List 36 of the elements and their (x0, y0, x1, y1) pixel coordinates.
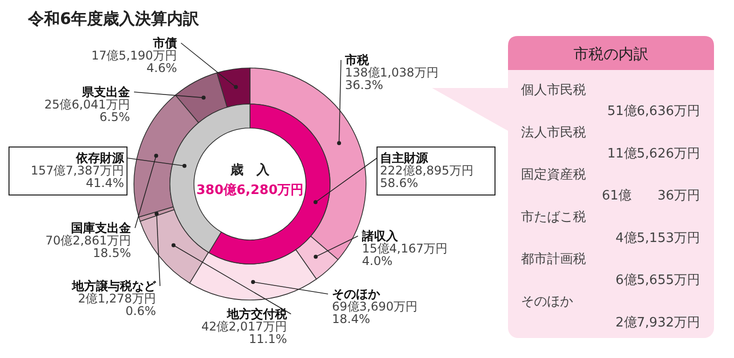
slice-label: 市税 (344, 53, 370, 67)
data-label: 17億5,190万円 4.6% (91, 48, 177, 75)
text: 個人市民税 (521, 83, 586, 98)
slice-label: 諸収入 (361, 229, 399, 243)
slice-label: 依存財源 (75, 151, 125, 165)
data-label: 2億1,278万円 0.6% (78, 292, 156, 318)
text: 法人市民税 (521, 125, 586, 140)
slice-label: そのほか (332, 287, 381, 301)
text: 2億7,932万円 (616, 316, 700, 330)
text: 380億6,280万円 (196, 182, 304, 198)
slice-label: 市債 (152, 36, 177, 50)
text: 固定資産税 (521, 166, 586, 183)
data-label: 222億8,895万円 58.6% (380, 164, 474, 190)
data-label: 69億3,690万円 18.4% (332, 300, 418, 326)
data-label: 25億6,041万円 6.5% (44, 98, 130, 124)
text: 市たばこ税 (521, 210, 586, 225)
chart-title: 令和6年度歳入決算内訳 (27, 9, 200, 28)
slice-label: 県支出金 (81, 85, 131, 99)
data-label: 138億1,038万円 36.3% (345, 66, 438, 92)
slice-label: 国庫支出金 (71, 221, 132, 235)
text: 4億5,153万円 (616, 230, 700, 246)
text: 51億6,636万円 (607, 104, 700, 119)
data-label: 15億4,167万円 4.0% (362, 242, 448, 268)
text: 61億 36万円 (602, 188, 700, 204)
text: そのほか (521, 294, 573, 310)
text: 都市計画税 (521, 252, 586, 268)
data-label: 42億2,017万円 11.1% (201, 320, 287, 346)
data-label: 70億2,861万円 18.5% (45, 234, 131, 260)
text: 市税の内訳 (574, 45, 648, 63)
text: 6億5,655万円 (616, 273, 700, 288)
slice-label: 地方譲与税など (71, 279, 157, 293)
slice-label: 地方交付税 (226, 307, 288, 321)
text: 歳 入 (230, 162, 270, 178)
text: 11億5,626万円 (607, 146, 700, 162)
data-label: 157億7,387万円 41.4% (30, 164, 124, 190)
slice-label: 自主財源 (380, 151, 429, 165)
